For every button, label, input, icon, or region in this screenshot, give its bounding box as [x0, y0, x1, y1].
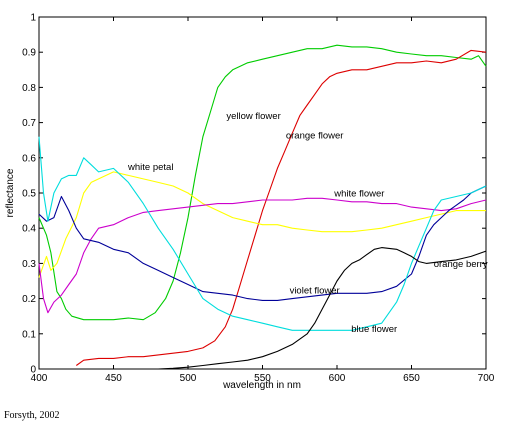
- plot-frame: [38, 16, 487, 370]
- series-label-orange-flower: orange flower: [286, 130, 344, 141]
- series-line-white-petal: [38, 171, 486, 278]
- credit-text: Forsyth, 2002: [4, 410, 60, 421]
- series-label-violet-flower: violet flower: [290, 285, 340, 296]
- y-tick-label: 0.4: [22, 224, 36, 235]
- x-tick-label: 400: [31, 373, 48, 384]
- series-line-blue-flower: [38, 136, 487, 331]
- series-annotations: yellow flower orange flower white petal whi…: [127, 111, 488, 335]
- x-tick-label: 650: [403, 373, 420, 384]
- series-label-white-flower: white flower: [333, 189, 384, 200]
- series-label-orange-berry: orange berry: [434, 259, 488, 270]
- axis-ticks: 400 450 500 550 600 650 700 0 0.1 0.2 0.3 0.4 0.5 0.6…: [22, 13, 495, 385]
- series-line-yellow-flower: [38, 44, 487, 321]
- series-line-violet-flower: [38, 185, 487, 301]
- y-tick-label: 0.3: [22, 259, 36, 270]
- y-tick-label: 0.5: [22, 189, 36, 200]
- series-label-white-petal: white petal: [127, 162, 173, 173]
- y-axis-label: reflectance: [5, 168, 16, 217]
- y-tick-label: 0.9: [22, 48, 36, 59]
- x-tick-label: 500: [180, 373, 197, 384]
- x-tick-label: 550: [254, 373, 271, 384]
- series-label-yellow-flower: yellow flower: [226, 111, 280, 122]
- series-lines: [38, 44, 487, 370]
- y-tick-label: 0: [30, 365, 36, 376]
- series-label-blue-flower: blue flower: [351, 324, 397, 335]
- series-line-orange-berry: [158, 247, 487, 370]
- x-tick-label: 450: [105, 373, 122, 384]
- y-tick-label: 0.7: [22, 118, 36, 129]
- y-tick-label: 0.2: [22, 294, 36, 305]
- series-line-orange-flower: [75, 49, 487, 366]
- x-tick-label: 700: [478, 373, 495, 384]
- series-line-white-flower: [38, 197, 487, 314]
- x-axis-label: wavelength in nm: [222, 380, 301, 391]
- y-tick-label: 1: [30, 13, 36, 24]
- y-tick-label: 0.8: [22, 83, 36, 94]
- y-tick-label: 0.1: [22, 329, 36, 340]
- y-tick-label: 0.6: [22, 153, 36, 164]
- x-tick-label: 600: [329, 373, 346, 384]
